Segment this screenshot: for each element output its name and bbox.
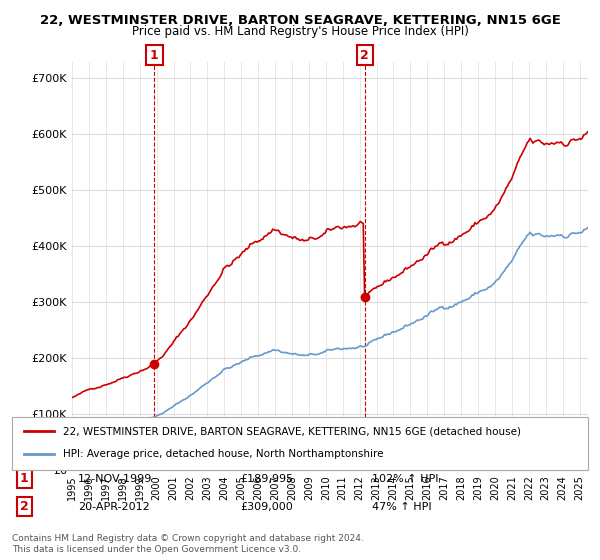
- Text: £309,000: £309,000: [240, 502, 293, 512]
- Text: 20-APR-2012: 20-APR-2012: [78, 502, 150, 512]
- Text: HPI: Average price, detached house, North Northamptonshire: HPI: Average price, detached house, Nort…: [63, 449, 383, 459]
- Text: This data is licensed under the Open Government Licence v3.0.: This data is licensed under the Open Gov…: [12, 545, 301, 554]
- Text: 2: 2: [361, 49, 369, 62]
- Text: 2: 2: [20, 500, 28, 514]
- Text: 1: 1: [20, 472, 28, 486]
- Text: 22, WESTMINSTER DRIVE, BARTON SEAGRAVE, KETTERING, NN15 6GE (detached house): 22, WESTMINSTER DRIVE, BARTON SEAGRAVE, …: [63, 426, 521, 436]
- Text: Contains HM Land Registry data © Crown copyright and database right 2024.: Contains HM Land Registry data © Crown c…: [12, 534, 364, 543]
- Text: £189,995: £189,995: [240, 474, 293, 484]
- Text: 102% ↑ HPI: 102% ↑ HPI: [372, 474, 439, 484]
- Text: 1: 1: [150, 49, 159, 62]
- Text: 22, WESTMINSTER DRIVE, BARTON SEAGRAVE, KETTERING, NN15 6GE: 22, WESTMINSTER DRIVE, BARTON SEAGRAVE, …: [40, 14, 560, 27]
- Text: Price paid vs. HM Land Registry's House Price Index (HPI): Price paid vs. HM Land Registry's House …: [131, 25, 469, 38]
- Text: 12-NOV-1999: 12-NOV-1999: [78, 474, 152, 484]
- Text: 47% ↑ HPI: 47% ↑ HPI: [372, 502, 431, 512]
